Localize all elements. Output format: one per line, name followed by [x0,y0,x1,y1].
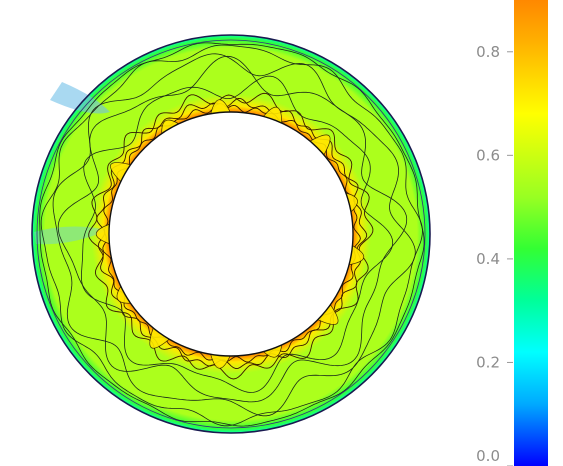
cold-plume-left [50,82,110,114]
hot-plume-6 [263,344,283,358]
contour-line-6 [40,44,423,427]
contour-line-4 [57,55,408,403]
hot-plume-3 [345,192,358,213]
contour-line-5 [52,53,416,417]
inner-boundary [108,111,354,357]
outer-boundary [31,34,431,434]
colorbar-tick-label-4: 0.8 [476,43,500,61]
annulus-fill [32,35,430,433]
hot-plume-2 [309,134,331,156]
contour-line-2 [88,92,374,380]
hot-plume-11 [110,162,131,182]
outer-boundary-inner [36,39,426,429]
colorbar-tick-label-0: 0.0 [476,447,500,465]
colorbar-bar [514,0,548,466]
hot-plume-8 [149,327,170,349]
colorbar-tick-label-3: 0.6 [476,146,500,164]
hot-plume-5 [317,304,339,325]
contour-line-3 [81,75,394,393]
contour-line-7 [39,42,425,427]
colorbar-ticks: 0.0 0.2 0.4 0.6 0.8 [476,43,513,466]
colorbar-tick-label-1: 0.2 [476,353,500,371]
colorbar-tick-label-2: 0.4 [476,250,500,268]
hot-plume-4 [349,245,365,266]
hot-plume-13 [210,99,231,114]
annulus-field [31,34,431,434]
contour-lines [39,42,425,427]
colorbar: 0.0 0.2 0.4 0.6 0.8 [476,0,548,466]
hot-plumes [95,99,365,369]
hot-plume-1 [263,106,283,124]
hot-plume-10 [95,223,110,245]
hot-plume-7 [210,354,231,369]
